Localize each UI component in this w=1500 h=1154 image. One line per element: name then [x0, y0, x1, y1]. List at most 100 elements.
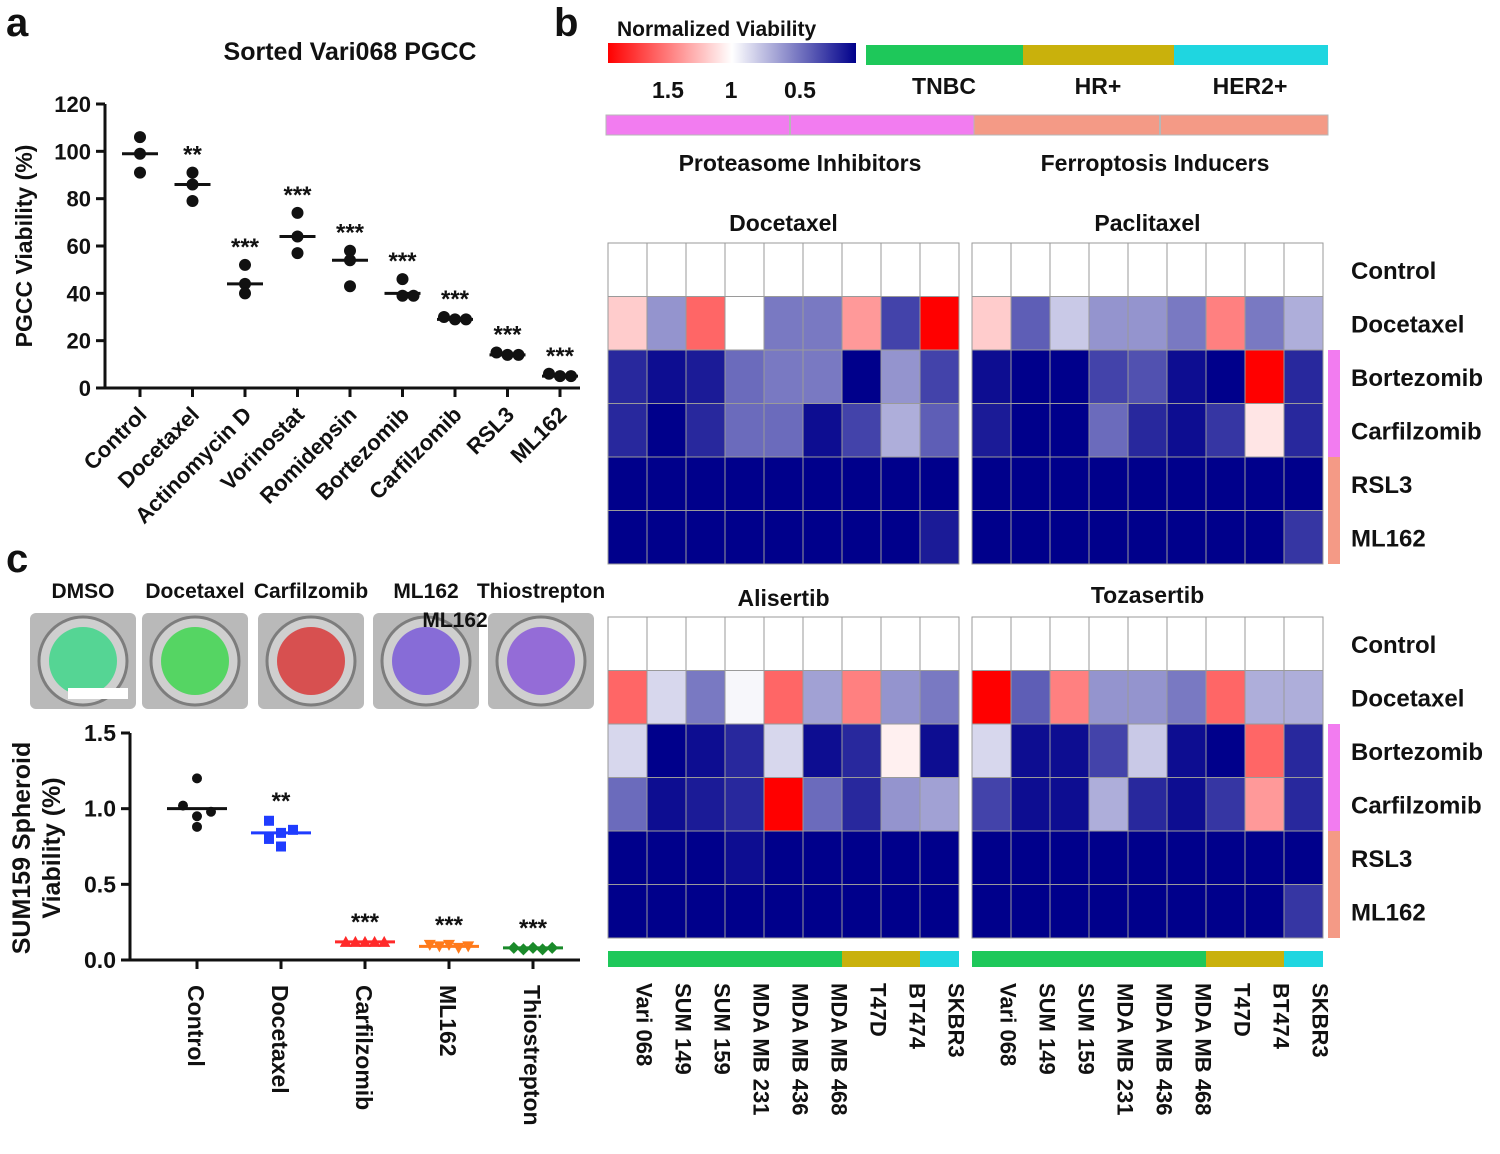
- x-tick-label: Docetaxel: [267, 985, 293, 1094]
- heatmap-cell: [1166, 510, 1207, 565]
- heatmap-cell: [841, 777, 882, 832]
- heatmap-cell: [685, 296, 726, 351]
- panel-a-ylabel: PGCC Viability (%): [11, 145, 37, 348]
- heatmap-cell: [763, 884, 804, 939]
- heatmap-cell: [724, 403, 765, 458]
- scale-bar: [68, 688, 128, 699]
- data-point: [206, 806, 216, 817]
- heatmap-cell: [1283, 242, 1324, 297]
- y-tick-label: 20: [67, 329, 91, 354]
- heatmap-cell: [646, 670, 687, 725]
- heatmap-cell: [607, 296, 648, 351]
- heatmap-cell: [646, 349, 687, 404]
- heatmap-paclitaxel: Paclitaxel Control Docetaxel Bortezomib Carf…: [971, 210, 1483, 565]
- heatmap-cell: [802, 670, 843, 725]
- spheroid-image-label: Docetaxel: [145, 580, 244, 603]
- data-point: [359, 935, 371, 947]
- significance-label: ***: [519, 915, 548, 942]
- subtype-bar-her2: [1174, 45, 1328, 65]
- panel-label-a: a: [6, 1, 29, 45]
- heatmap-cell: [724, 242, 765, 297]
- heatmap-cell: [802, 510, 843, 565]
- data-point: [192, 821, 202, 832]
- panel-a-axes: 020406080100120ControlDocetaxelActinomyc…: [54, 92, 580, 528]
- heatmap-cell: [971, 296, 1012, 351]
- heatmap-cell: [685, 242, 726, 297]
- heatmap-cell: [1166, 884, 1207, 939]
- row-group-bar: [1328, 884, 1340, 938]
- heatmap-cell: [919, 456, 960, 511]
- significance-label: ***: [336, 220, 365, 247]
- heatmap-cell: [763, 296, 804, 351]
- spheroid-image: [30, 613, 136, 709]
- heatmap-cell: [1166, 670, 1207, 725]
- y-tick-label: 60: [67, 234, 91, 259]
- data-point: [490, 346, 503, 359]
- heatmap-cell: [1205, 616, 1246, 671]
- heatmap-cell: [1244, 777, 1285, 832]
- column-subtype-bar: [1284, 951, 1323, 967]
- heatmap-cell: [841, 510, 882, 565]
- heatmap-cell: [1088, 296, 1129, 351]
- data-point: [239, 287, 251, 300]
- significance-label: ***: [351, 909, 380, 936]
- data-point: [396, 289, 409, 302]
- row-group-bar: [1328, 724, 1340, 778]
- heatmap-cell: [1127, 670, 1168, 725]
- data-point: [349, 935, 362, 947]
- data-point: [565, 370, 577, 383]
- subtype-label-hr: HR+: [1075, 73, 1122, 99]
- column-label: MDA MB 231: [749, 983, 774, 1115]
- panel-c-ylabel-line1: SUM159 Spheroid: [8, 742, 36, 955]
- column-subtype-bar: [647, 951, 686, 967]
- column-label: BT474: [1269, 983, 1294, 1050]
- heatmap-cell: [1088, 777, 1129, 832]
- heatmap-cell: [1010, 670, 1051, 725]
- data-point: [291, 206, 304, 219]
- heatmap-cell: [646, 830, 687, 885]
- column-label: T47D: [1230, 983, 1255, 1037]
- significance-label: **: [272, 788, 291, 815]
- data-point: [396, 273, 409, 286]
- heatmap-cell: [880, 884, 921, 939]
- data-point: [507, 941, 520, 954]
- heatmap-tozasertib: Tozasertib Control Docetaxel Bortezomib Carf…: [971, 582, 1483, 1115]
- heatmap-cell: [802, 403, 843, 458]
- class-label-proteasome: Proteasome Inhibitors: [679, 150, 922, 176]
- heatmap-cell: [1244, 884, 1285, 939]
- heatmap-cell: [1244, 403, 1285, 458]
- data-point: [452, 942, 465, 954]
- heatmap-cell: [1127, 296, 1168, 351]
- row-label: Control: [1351, 632, 1436, 659]
- heatmap-cell: [607, 777, 648, 832]
- panel-a-chart: Sorted Vari068 PGCC PGCC Viability (%) 0…: [11, 38, 580, 528]
- heatmap-cell: [1088, 349, 1129, 404]
- significance-label: ***: [283, 182, 312, 209]
- heatmap-cell: [1166, 830, 1207, 885]
- colorbar: [608, 43, 856, 63]
- heatmap-cell: [1205, 670, 1246, 725]
- column-subtype-bar: [1167, 951, 1206, 967]
- heatmap-cell: [802, 242, 843, 297]
- heatmap-cell: [880, 349, 921, 404]
- heatmap-cell: [919, 830, 960, 885]
- data-point: [134, 131, 146, 144]
- data-point: [186, 166, 199, 179]
- spheroid: [161, 627, 229, 695]
- heatmap-cell: [1127, 403, 1168, 458]
- row-group-bar: [1328, 403, 1340, 457]
- panel-c-axes: 0.0 0.5 1.0 1.5 Control Docetaxel Carfilzomib M…: [84, 720, 580, 1126]
- heatmap-cell: [1283, 510, 1324, 565]
- heatmap-cell: [1244, 510, 1285, 565]
- class-label-ferroptosis: Ferroptosis Inducers: [1041, 150, 1270, 176]
- heatmap-cell: [1088, 670, 1129, 725]
- heatmap-cell: [919, 349, 960, 404]
- column-subtype-bar: [842, 951, 881, 967]
- heatmap-cell: [763, 616, 804, 671]
- heatmap-cell: [1088, 510, 1129, 565]
- row-label: Control: [1351, 258, 1436, 285]
- heatmap-cell: [1049, 723, 1090, 778]
- heatmap-cell: [1244, 616, 1285, 671]
- significance-label: ***: [546, 343, 575, 370]
- data-point: [449, 313, 461, 326]
